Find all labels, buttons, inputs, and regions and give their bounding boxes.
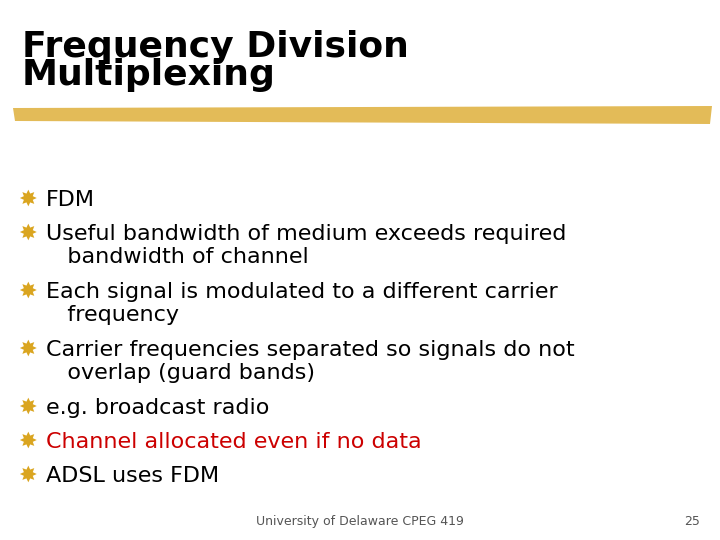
Text: Frequency Division: Frequency Division [22,30,409,64]
Text: ADSL uses FDM: ADSL uses FDM [46,466,219,486]
Text: e.g. broadcast radio: e.g. broadcast radio [46,398,269,418]
Text: University of Delaware CPEG 419: University of Delaware CPEG 419 [256,515,464,528]
Text: ✸: ✸ [18,432,37,452]
Text: 25: 25 [684,515,700,528]
Text: Carrier frequencies separated so signals do not
   overlap (guard bands): Carrier frequencies separated so signals… [46,340,575,383]
Text: ✸: ✸ [18,224,37,244]
Text: ✸: ✸ [18,282,37,302]
Text: FDM: FDM [46,190,95,210]
Text: ✸: ✸ [18,340,37,360]
Text: Channel allocated even if no data: Channel allocated even if no data [46,432,422,452]
Text: Multiplexing: Multiplexing [22,58,276,92]
Text: ✸: ✸ [18,398,37,418]
Text: ✸: ✸ [18,466,37,486]
Text: ✸: ✸ [18,190,37,210]
Polygon shape [13,106,712,124]
Text: Useful bandwidth of medium exceeds required
   bandwidth of channel: Useful bandwidth of medium exceeds requi… [46,224,567,267]
Text: Each signal is modulated to a different carrier
   frequency: Each signal is modulated to a different … [46,282,558,325]
